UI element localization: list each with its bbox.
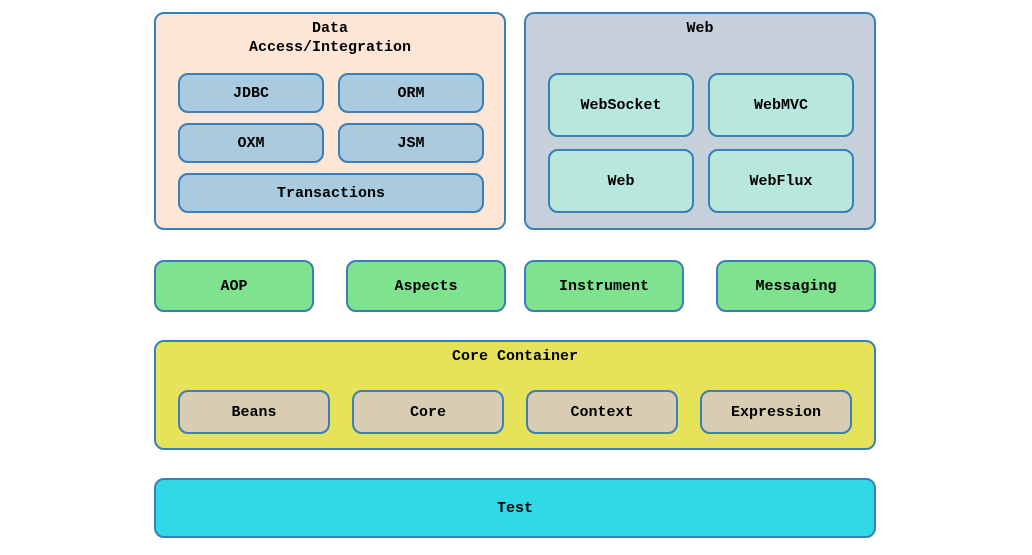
module-beans: Beans bbox=[178, 390, 330, 434]
core-container-title: Core Container bbox=[452, 348, 578, 365]
module-web-label: Web bbox=[607, 173, 634, 190]
diagram-canvas: Data Access/Integration JDBC ORM OXM JSM… bbox=[0, 0, 1032, 555]
module-beans-label: Beans bbox=[231, 404, 276, 421]
module-webmvc-label: WebMVC bbox=[754, 97, 808, 114]
test-panel: Test bbox=[154, 478, 876, 538]
module-instrument: Instrument bbox=[524, 260, 684, 312]
module-aspects-label: Aspects bbox=[394, 278, 457, 295]
module-context: Context bbox=[526, 390, 678, 434]
module-webflux-label: WebFlux bbox=[749, 173, 812, 190]
module-aop: AOP bbox=[154, 260, 314, 312]
module-jdbc: JDBC bbox=[178, 73, 324, 113]
module-transactions-label: Transactions bbox=[277, 185, 385, 202]
module-core-label: Core bbox=[410, 404, 446, 421]
module-websocket-label: WebSocket bbox=[580, 97, 661, 114]
module-aop-label: AOP bbox=[220, 278, 247, 295]
module-messaging-label: Messaging bbox=[755, 278, 836, 295]
module-web: Web bbox=[548, 149, 694, 213]
module-websocket: WebSocket bbox=[548, 73, 694, 137]
data-access-title: Data Access/Integration bbox=[249, 20, 411, 58]
module-expression: Expression bbox=[700, 390, 852, 434]
module-webmvc: WebMVC bbox=[708, 73, 854, 137]
module-aspects: Aspects bbox=[346, 260, 506, 312]
module-messaging: Messaging bbox=[716, 260, 876, 312]
module-orm-label: ORM bbox=[397, 85, 424, 102]
module-webflux: WebFlux bbox=[708, 149, 854, 213]
module-core: Core bbox=[352, 390, 504, 434]
module-oxm-label: OXM bbox=[237, 135, 264, 152]
module-context-label: Context bbox=[570, 404, 633, 421]
web-title: Web bbox=[686, 20, 713, 37]
module-oxm: OXM bbox=[178, 123, 324, 163]
module-jdbc-label: JDBC bbox=[233, 85, 269, 102]
test-title: Test bbox=[497, 500, 533, 517]
module-expression-label: Expression bbox=[731, 404, 821, 421]
module-orm: ORM bbox=[338, 73, 484, 113]
module-jsm-label: JSM bbox=[397, 135, 424, 152]
module-instrument-label: Instrument bbox=[559, 278, 649, 295]
module-transactions: Transactions bbox=[178, 173, 484, 213]
module-jsm: JSM bbox=[338, 123, 484, 163]
